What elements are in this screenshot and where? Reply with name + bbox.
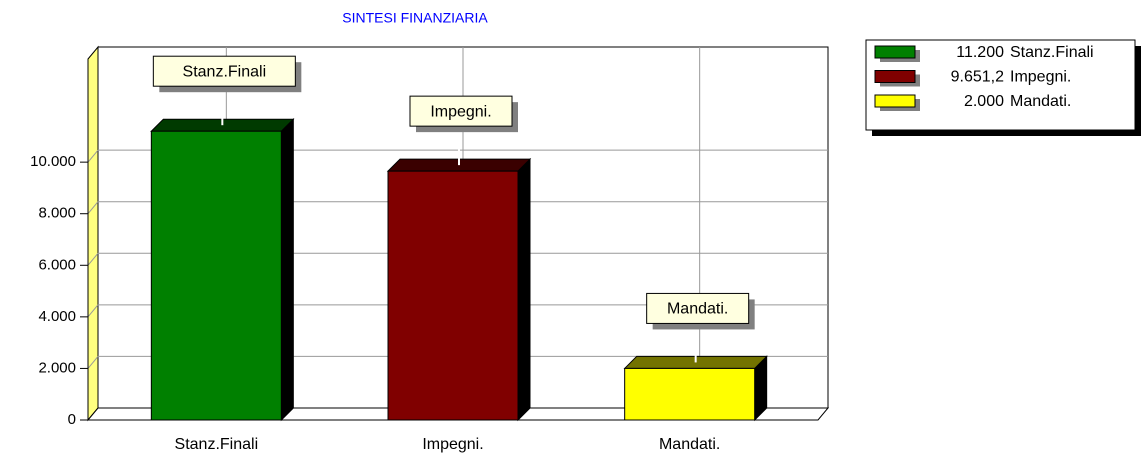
grid-line-side <box>87 252 99 266</box>
grid-line-side <box>87 356 99 369</box>
y-tick-label: 8.000 <box>38 205 76 222</box>
legend-value: 11.200 <box>956 44 1004 61</box>
callout-box <box>646 292 750 324</box>
callout-label: Stanz.Finali <box>183 63 267 80</box>
legend-label: Stanz.Finali <box>1010 44 1094 61</box>
callout-label: Mandati. <box>667 301 728 318</box>
chart-title: SINTESI FINANZIARIA <box>342 10 488 26</box>
callout-box <box>152 55 296 87</box>
x-tick-label: Mandati. <box>659 436 720 453</box>
legend-label: Impegni. <box>1010 69 1071 86</box>
x-tick-label: Impegni. <box>422 436 483 453</box>
y-tick-label: 2.000 <box>38 359 76 376</box>
grid-line-side <box>87 149 99 163</box>
bar <box>624 367 756 421</box>
bar-side <box>517 157 531 422</box>
x-tick-label: Stanz.Finali <box>175 436 259 453</box>
legend-label: Mandati. <box>1010 93 1071 110</box>
y-tick-label: 10.000 <box>30 153 76 170</box>
bar-side <box>280 117 294 422</box>
callout-box <box>409 95 513 127</box>
y-tick-label: 6.000 <box>38 256 76 273</box>
grid-line-side <box>87 304 99 318</box>
y-tick-label: 4.000 <box>38 308 76 325</box>
legend-swatch <box>874 94 916 108</box>
bar <box>387 170 519 421</box>
legend-swatch <box>874 70 916 83</box>
y-tick-label: 0 <box>68 411 76 428</box>
left-wall <box>87 45 99 422</box>
callout-label: Impegni. <box>430 103 491 120</box>
legend-value: 9.651,2 <box>951 69 1004 86</box>
legend-value: 2.000 <box>964 93 1004 110</box>
grid-line-side <box>87 201 99 215</box>
bar <box>150 130 282 421</box>
legend-swatch <box>874 45 916 59</box>
